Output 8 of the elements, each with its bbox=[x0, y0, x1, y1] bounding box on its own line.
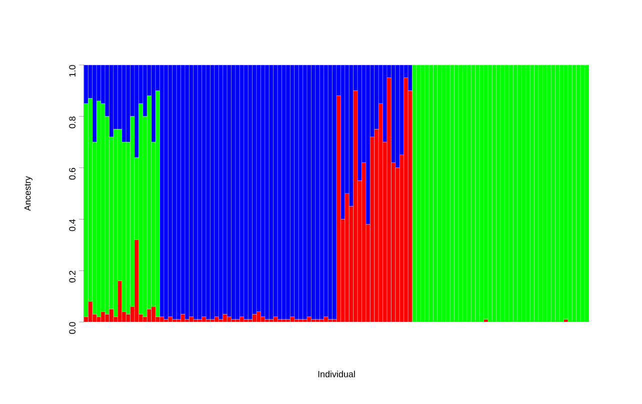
y-tick-label: 0.4 bbox=[69, 219, 76, 232]
y-tick-label: 0.6 bbox=[69, 168, 76, 180]
y-tick-label: 0.0 bbox=[69, 322, 76, 334]
y-tick-label: 1.0 bbox=[69, 65, 76, 77]
y-tick-label: 0.2 bbox=[69, 270, 76, 282]
y-axis-title: Ancestry bbox=[24, 176, 32, 211]
x-axis-title: Individual bbox=[318, 370, 355, 378]
y-tick-label: 0.8 bbox=[69, 116, 76, 128]
